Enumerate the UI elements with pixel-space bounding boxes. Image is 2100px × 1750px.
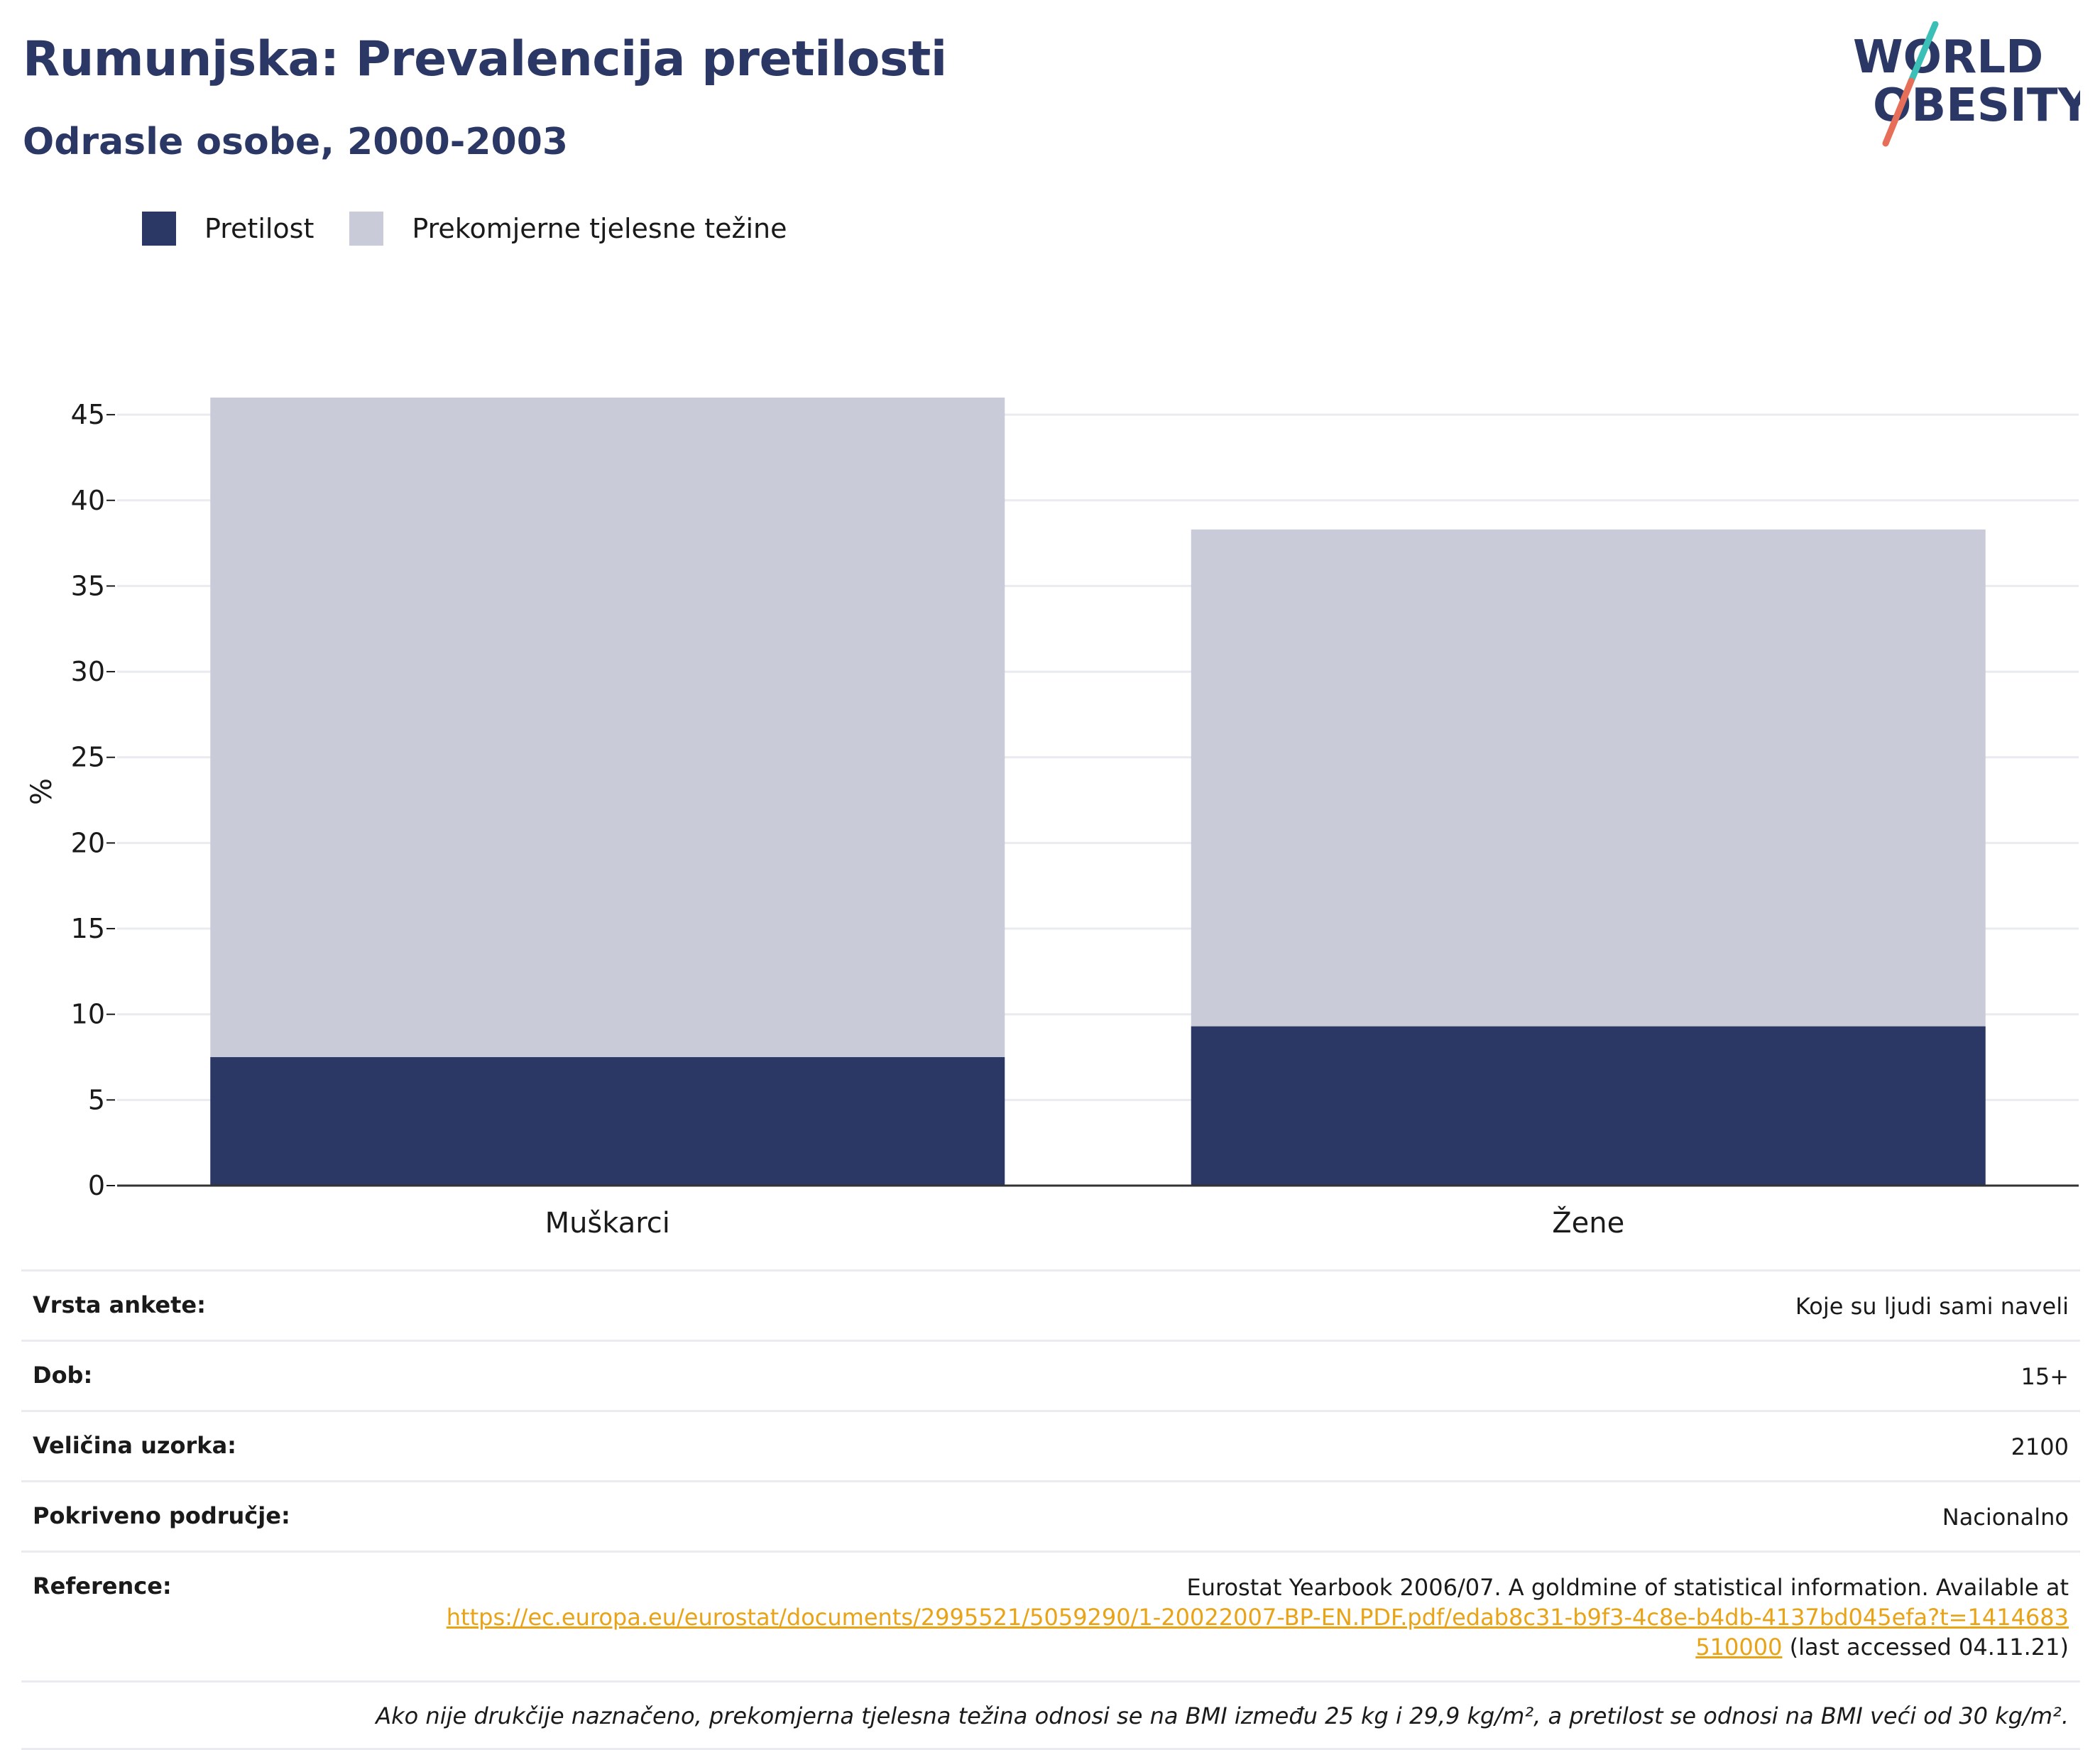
meta-row-reference: Reference: Eurostat Yearbook 2006/07. A …: [21, 1551, 2080, 1680]
legend: Pretilost Prekomjerne tjelesne težine: [142, 212, 823, 246]
y-tick-label: 0: [88, 1170, 105, 1201]
meta-value: 15+: [2020, 1363, 2069, 1390]
y-tick-label: 45: [71, 399, 105, 430]
logo-slash-teal: [1908, 21, 1939, 84]
y-tick-label: 35: [71, 570, 105, 601]
meta-key: Pokriveno područje:: [33, 1502, 290, 1529]
stacked-bar-chart: 0 5 10 15 20 25 30 35 40 45% Muškarci Žene: [26, 398, 2079, 1240]
chart-title: Rumunjska: Prevalencija pretilosti: [23, 31, 947, 87]
legend-item-overweight[interactable]: Prekomjerne tjelesne težine: [349, 212, 787, 246]
reference-link[interactable]: https://ec.europa.eu/eurostat/documents/…: [446, 1604, 2069, 1661]
meta-row-coverage: Pokriveno područje: Nacionalno: [21, 1480, 2080, 1551]
meta-key: Dob:: [33, 1362, 93, 1389]
survey-metadata: Vrsta ankete: Koje su ljudi sami naveli …: [21, 1269, 2080, 1750]
reference-suffix: (last accessed 04.11.21): [1789, 1634, 2069, 1661]
meta-key: Vrsta ankete:: [33, 1291, 206, 1318]
reference-value: Eurostat Yearbook 2006/07. A goldmine of…: [436, 1573, 2069, 1662]
meta-key: Reference:: [33, 1573, 172, 1599]
y-tick-label: 5: [88, 1084, 105, 1115]
reference-text: Eurostat Yearbook 2006/07. A goldmine of…: [1186, 1574, 2069, 1601]
meta-row-survey-type: Vrsta ankete: Koje su ljudi sami naveli: [21, 1269, 2080, 1340]
y-tick-label: 30: [71, 656, 105, 687]
bar-obesity-0: [210, 1057, 1005, 1186]
meta-key: Veličina uzorka:: [33, 1432, 236, 1459]
bar-overweight-0: [210, 398, 1005, 1058]
bmi-footnote: Ako nije drukčije naznačeno, prekomjerna…: [21, 1680, 2080, 1750]
y-axis-label: %: [26, 778, 58, 805]
chart-subtitle: Odrasle osobe, 2000-2003: [23, 121, 569, 163]
meta-value: 2100: [2011, 1433, 2069, 1460]
y-tick-label: 20: [71, 827, 105, 858]
y-tick-label: 15: [71, 913, 105, 944]
x-tick-label: Žene: [1552, 1205, 1624, 1240]
y-tick-label: 10: [71, 999, 105, 1030]
meta-value: Koje su ljudi sami naveli: [1795, 1293, 2069, 1320]
bar-overweight-1: [1191, 529, 1986, 1027]
legend-swatch-overweight: [349, 212, 384, 246]
legend-label-overweight: Prekomjerne tjelesne težine: [412, 213, 787, 244]
world-obesity-logo: WORLD OBESITY: [1853, 21, 2080, 147]
x-tick-label: Muškarci: [545, 1207, 670, 1240]
legend-swatch-obesity: [142, 212, 176, 246]
legend-label-obesity: Pretilost: [204, 213, 315, 244]
meta-row-age: Dob: 15+: [21, 1340, 2080, 1410]
y-tick-label: 40: [71, 485, 105, 516]
legend-item-obesity[interactable]: Pretilost: [142, 212, 314, 246]
meta-row-sample-size: Veličina uzorka: 2100: [21, 1410, 2080, 1480]
logo-text-world: WORLD: [1853, 31, 2043, 84]
meta-value: Nacionalno: [1942, 1504, 2069, 1531]
y-tick-label: 25: [71, 742, 105, 773]
logo-slash-coral: [1882, 77, 1915, 147]
bar-obesity-1: [1191, 1026, 1986, 1186]
